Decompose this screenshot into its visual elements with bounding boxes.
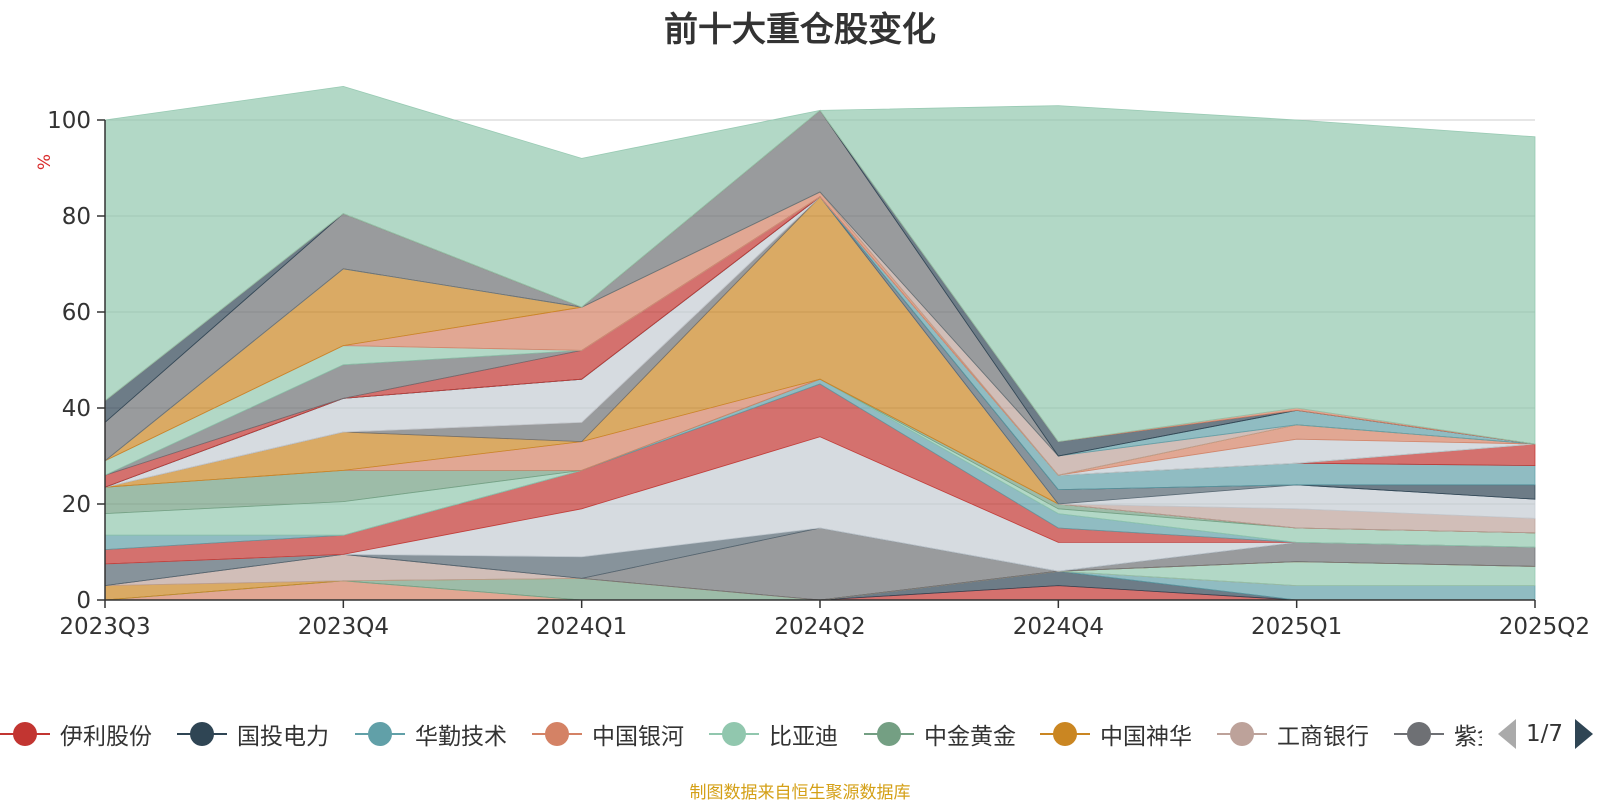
legend-label: 紫金矿业 [1454,724,1482,750]
legend-label: 中国银河 [592,724,684,750]
legend-label: 中国神华 [1100,724,1192,750]
legend-marker-icon [1394,722,1444,746]
legend-item-6[interactable]: 中国神华 [1040,718,1192,750]
x-tick-label-3: 2024Q2 [774,614,865,640]
y-tick-label-4: 80 [62,204,91,230]
legend-label: 中金黄金 [924,724,1016,750]
legend-item-0[interactable]: 伊利股份 [0,718,152,750]
legend-page-indicator: 1/7 [1526,721,1564,747]
legend-label: 国投电力 [237,724,329,750]
legend-marker-icon [355,722,405,746]
source-note: 制图数据来自恒生聚源数据库 [689,783,911,803]
y-tick-label-5: 100 [47,108,91,134]
x-tick-label-6: 2025Q2 [1499,614,1590,640]
legend-items: 伊利股份 国投电力 华勤技术 中国银河 比亚迪 中金黄金 中国神华 工商银行 紫金矿业 [0,718,1482,750]
x-tick-label-2: 2024Q1 [536,614,627,640]
legend-marker-icon [0,722,50,746]
legend-item-3[interactable]: 中国银河 [532,718,684,750]
legend-marker-icon [177,722,227,746]
x-tick-label-0: 2023Q3 [59,614,150,640]
legend-item-8[interactable]: 紫金矿业 [1394,718,1482,750]
legend-label: 伊利股份 [60,724,152,750]
legend-item-4[interactable]: 比亚迪 [709,718,838,750]
legend-item-5[interactable]: 中金黄金 [864,718,1016,750]
legend-item-7[interactable]: 工商银行 [1217,718,1369,750]
legend-label: 工商银行 [1277,724,1369,750]
chart-legend: 伊利股份 国投电力 华勤技术 中国银河 比亚迪 中金黄金 中国神华 工商银行 紫金矿业 1/7 [0,718,1600,750]
y-tick-label-1: 20 [62,492,91,518]
y-tick-label-3: 60 [62,300,91,326]
legend-marker-icon [1040,722,1090,746]
legend-item-1[interactable]: 国投电力 [177,718,329,750]
legend-prev-page-button[interactable] [1498,719,1516,749]
x-tick-label-1: 2023Q4 [298,614,389,640]
x-tick-label-4: 2024Q4 [1013,614,1104,640]
chart-title: 前十大重仓股变化 [664,10,936,50]
x-tick-label-5: 2025Q1 [1251,614,1342,640]
area-series-group [104,85,1536,601]
legend-marker-icon [532,722,582,746]
y-tick-label-2: 40 [62,396,91,422]
y-tick-label-0: 0 [76,588,91,614]
legend-pager: 1/7 [1498,718,1594,750]
legend-marker-icon [864,722,914,746]
legend-next-page-button[interactable] [1575,719,1594,749]
legend-label: 华勤技术 [415,724,507,750]
legend-label: 比亚迪 [769,724,838,750]
area-series-34 [104,85,1536,445]
y-axis-unit-label: % [35,154,55,170]
legend-item-2[interactable]: 华勤技术 [355,718,507,750]
stacked-area-chart: 0 20 40 60 80 100 2023Q3 2023Q4 2024Q1 2024Q2 2024… [35,85,1590,640]
legend-marker-icon [1217,722,1267,746]
legend-marker-icon [709,722,759,746]
